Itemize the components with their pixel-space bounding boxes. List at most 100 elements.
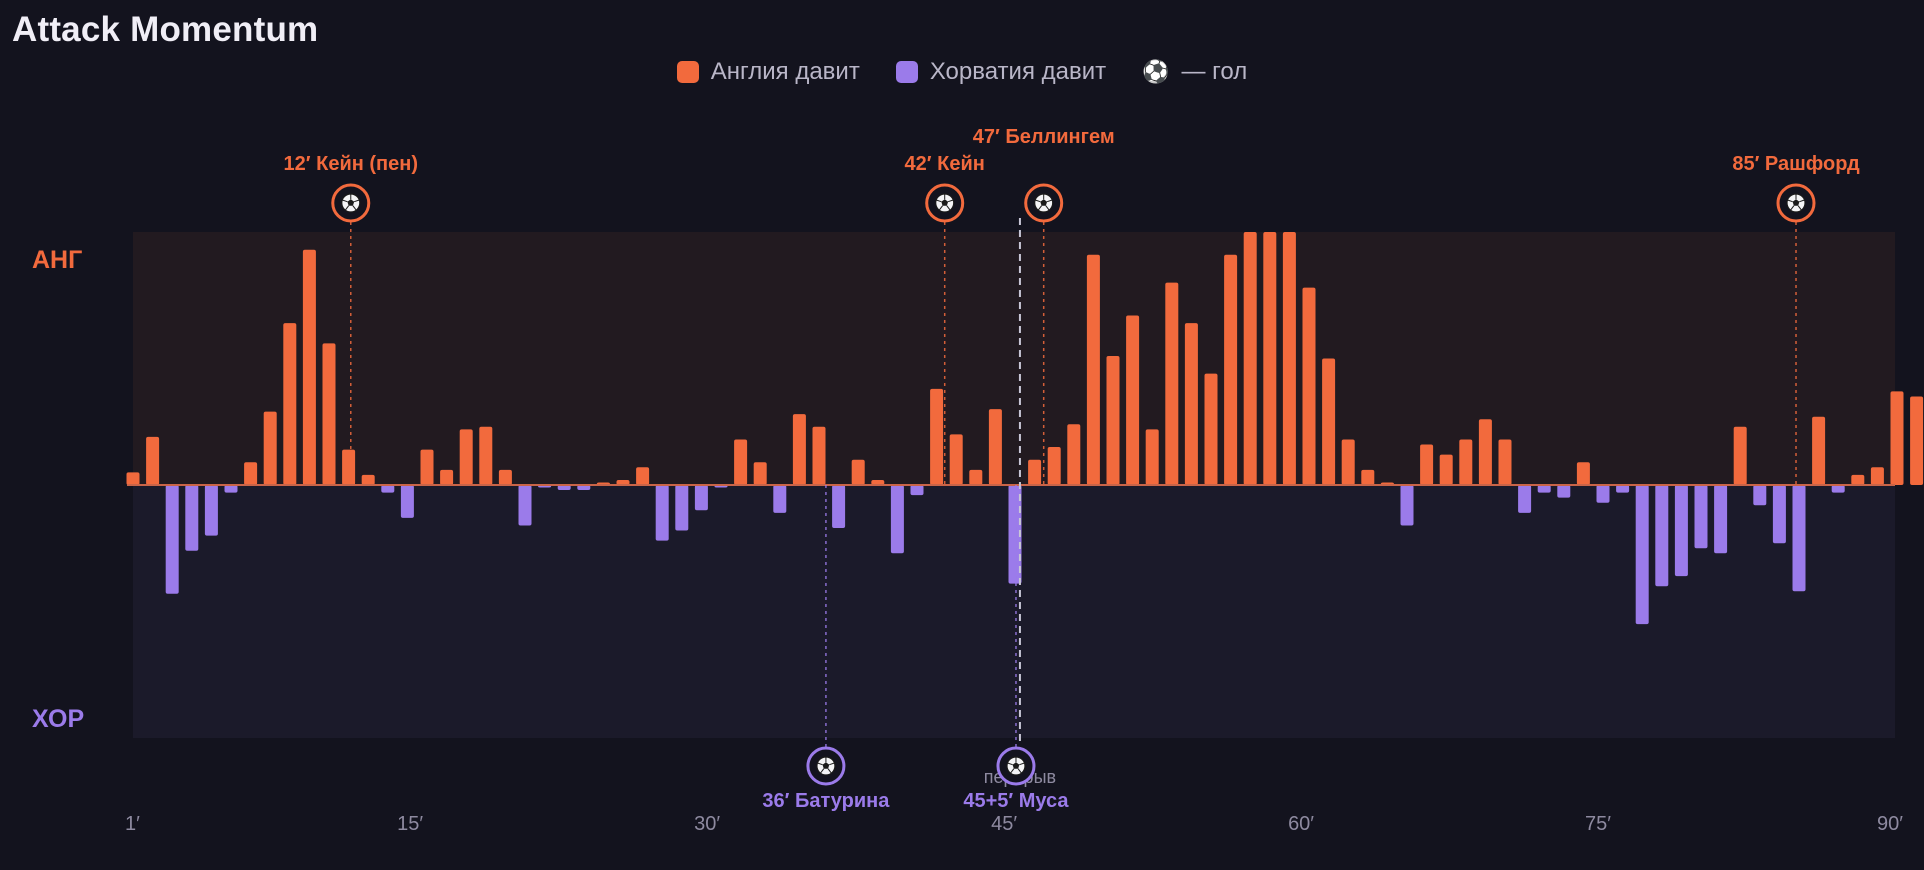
momentum-bar xyxy=(1478,419,1492,485)
momentum-bar xyxy=(126,472,140,485)
momentum-bar xyxy=(459,429,473,485)
momentum-bar xyxy=(381,485,395,493)
momentum-bar xyxy=(890,485,904,554)
momentum-bar xyxy=(1165,282,1179,485)
momentum-bar xyxy=(1674,485,1688,577)
momentum-bar xyxy=(1616,485,1630,493)
momentum-bar xyxy=(1635,485,1649,625)
goal-marker[interactable]: 36′ Батурина xyxy=(762,485,890,812)
momentum-bar xyxy=(1537,485,1551,493)
momentum-bar xyxy=(1890,391,1904,485)
england-zone xyxy=(133,232,1895,485)
momentum-bar xyxy=(440,469,454,485)
goal-label: 12′ Кейн (пен) xyxy=(284,153,418,175)
momentum-bar xyxy=(753,462,767,485)
momentum-bar xyxy=(361,474,375,485)
momentum-bar xyxy=(1028,459,1042,485)
momentum-bar xyxy=(1184,323,1198,485)
x-axis-ticks: 1′ 15′ 30′ 45′ 60′ 75′ 90′ xyxy=(125,813,1903,835)
momentum-bar xyxy=(655,485,669,541)
momentum-bar xyxy=(1126,315,1140,485)
momentum-bar xyxy=(1008,485,1022,584)
momentum-bar xyxy=(1459,439,1473,485)
goal-marker[interactable]: 47′ Беллингем xyxy=(973,126,1115,485)
momentum-bar xyxy=(1224,254,1238,485)
momentum-bar xyxy=(1302,287,1316,485)
side-label-croatia: ХОР xyxy=(32,705,84,733)
momentum-bar xyxy=(557,485,571,491)
soccer-ball-icon xyxy=(816,756,836,776)
soccer-ball-icon xyxy=(935,193,955,213)
momentum-bar xyxy=(949,434,963,485)
soccer-ball-icon xyxy=(1034,193,1054,213)
goal-marker[interactable]: 85′ Рашфорд xyxy=(1732,153,1860,485)
chart-title: Attack Momentum xyxy=(12,10,319,49)
momentum-bar xyxy=(1831,485,1845,493)
goal-label: 85′ Рашфорд xyxy=(1732,153,1860,175)
momentum-bar xyxy=(1106,355,1120,485)
momentum-bar xyxy=(146,436,160,485)
x-tick-label: 15′ xyxy=(397,813,423,835)
momentum-bar xyxy=(1576,462,1590,485)
goals-group: 12′ Кейн (пен) 36′ Батурина 42′ Кейн 45+5′ … xyxy=(284,126,1860,812)
legend-swatch-england xyxy=(676,61,699,83)
legend-label-croatia: Хорватия давит xyxy=(929,58,1107,85)
momentum-bar xyxy=(969,469,983,485)
goal-label: 47′ Беллингем xyxy=(973,126,1115,148)
legend-item-croatia[interactable]: Хорватия давит xyxy=(895,58,1107,86)
momentum-bar xyxy=(636,467,650,485)
momentum-bar xyxy=(1282,232,1296,485)
x-tick-label: 75′ xyxy=(1585,813,1611,835)
momentum-bar xyxy=(518,485,532,526)
momentum-bar xyxy=(910,485,924,496)
goal-marker[interactable]: 42′ Кейн xyxy=(905,153,985,485)
momentum-bar xyxy=(498,469,512,485)
goal-marker[interactable]: 45+5′ Муса xyxy=(963,485,1069,812)
momentum-bar xyxy=(851,459,865,485)
momentum-bar xyxy=(1067,424,1081,485)
momentum-bar xyxy=(322,343,336,485)
legend-item-england[interactable]: Англия давит xyxy=(676,58,860,86)
momentum-bar xyxy=(1910,396,1924,485)
momentum-bar xyxy=(1498,439,1512,485)
momentum-bar xyxy=(1714,485,1728,554)
legend-label-goal: — гол xyxy=(1181,58,1248,85)
momentum-bar xyxy=(185,485,199,551)
momentum-bar xyxy=(400,485,414,518)
goal-label: 36′ Батурина xyxy=(762,790,890,812)
momentum-bar xyxy=(577,485,591,491)
goal-marker[interactable]: 12′ Кейн (пен) xyxy=(284,153,418,485)
legend-item-goal: ⚽ — гол xyxy=(1142,58,1247,86)
momentum-bar xyxy=(1341,439,1355,485)
momentum-bar xyxy=(812,426,826,485)
momentum-bar xyxy=(1047,447,1061,485)
momentum-bar xyxy=(165,485,179,594)
momentum-bar xyxy=(734,439,748,485)
momentum-bar xyxy=(616,479,630,485)
momentum-bar xyxy=(1361,469,1375,485)
momentum-bar xyxy=(988,409,1002,485)
momentum-bar xyxy=(930,388,944,485)
momentum-bar xyxy=(871,479,885,485)
bars-group xyxy=(126,232,1924,625)
momentum-bar xyxy=(1420,444,1434,485)
momentum-bar xyxy=(675,485,689,531)
momentum-bar xyxy=(1439,454,1453,485)
momentum-bar xyxy=(832,485,846,529)
momentum-bar xyxy=(1322,358,1336,485)
soccer-ball-icon: ⚽ xyxy=(1142,59,1170,84)
momentum-bar xyxy=(773,485,787,513)
momentum-bar xyxy=(1596,485,1610,503)
soccer-ball-icon xyxy=(1786,193,1806,213)
momentum-bar xyxy=(1753,485,1767,506)
legend-label-england: Англия давит xyxy=(710,58,860,85)
side-label-england: АНГ xyxy=(32,246,82,274)
momentum-bar xyxy=(263,411,277,485)
momentum-bar xyxy=(1243,232,1257,485)
x-tick-label: 45′ xyxy=(991,813,1017,835)
momentum-bar xyxy=(420,449,434,485)
momentum-bar xyxy=(1557,485,1571,498)
goal-label: 45+5′ Муса xyxy=(963,790,1069,812)
x-tick-label: 60′ xyxy=(1288,813,1314,835)
